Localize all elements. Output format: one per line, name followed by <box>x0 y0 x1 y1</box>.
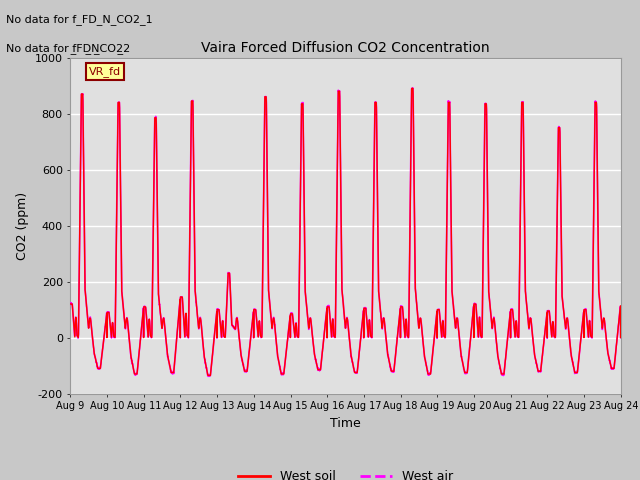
Title: Vaira Forced Diffusion CO2 Concentration: Vaira Forced Diffusion CO2 Concentration <box>202 41 490 55</box>
Legend: West soil, West air: West soil, West air <box>234 465 458 480</box>
X-axis label: Time: Time <box>330 417 361 430</box>
Y-axis label: CO2 (ppm): CO2 (ppm) <box>16 192 29 260</box>
Text: No data for f_FD_N_CO2_1: No data for f_FD_N_CO2_1 <box>6 14 153 25</box>
Text: No data for f̲FD̲N̲CO2̲2: No data for f̲FD̲N̲CO2̲2 <box>6 43 131 54</box>
Text: VR_fd: VR_fd <box>89 66 121 77</box>
